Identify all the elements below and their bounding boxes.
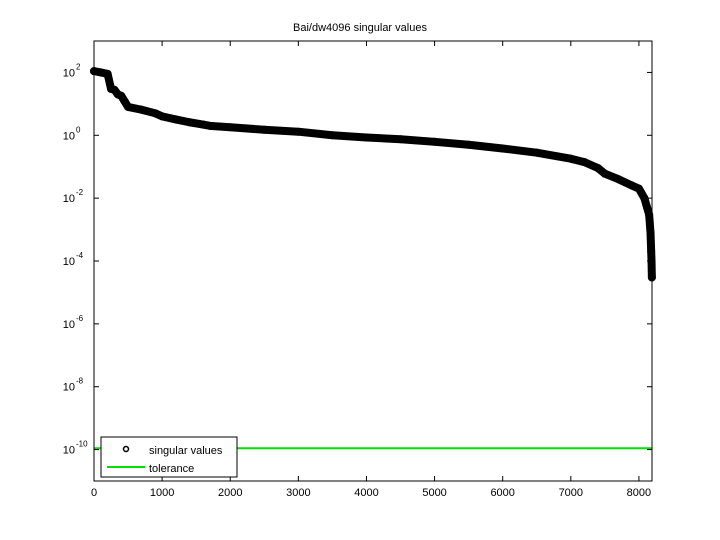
data-point	[464, 140, 473, 149]
y-tick-exponent: -2	[76, 188, 84, 197]
data-point	[124, 102, 133, 111]
x-tick-label: 7000	[559, 487, 583, 499]
data-point	[643, 203, 652, 212]
data-point	[294, 127, 303, 136]
legend-label: singular values	[149, 445, 223, 457]
data-point	[171, 115, 180, 124]
data-point	[137, 105, 146, 114]
y-tick-exponent: -4	[76, 251, 84, 260]
x-tick-label: 6000	[490, 487, 514, 499]
data-point	[646, 228, 655, 237]
y-tick-label: 10	[63, 319, 75, 331]
data-point	[647, 247, 656, 256]
y-tick-exponent: 2	[76, 62, 81, 71]
data-point	[226, 123, 235, 132]
x-tick-label: 3000	[286, 487, 310, 499]
x-tick-label: 0	[91, 487, 97, 499]
data-point	[151, 109, 160, 118]
data-point	[430, 137, 439, 146]
x-tick-label: 8000	[627, 487, 651, 499]
data-point	[594, 164, 603, 173]
y-tick-label: 10	[63, 445, 75, 457]
x-tick-label: 4000	[354, 487, 378, 499]
legend-marker-icon	[122, 445, 130, 453]
data-point	[532, 148, 541, 157]
y-tick-exponent: -6	[76, 314, 84, 323]
data-point	[205, 121, 214, 130]
data-point	[198, 120, 207, 129]
data-point	[117, 91, 126, 100]
x-tick-label: 1000	[150, 487, 174, 499]
x-axis: 0 1000 2000 3000 4000 5000 6000 7000 8000	[91, 41, 651, 499]
y-tick-exponent: -10	[76, 440, 88, 449]
plot-frame	[93, 40, 653, 482]
data-point	[628, 181, 637, 190]
y-tick-label: 10	[63, 382, 75, 394]
x-tick-label: 5000	[422, 487, 446, 499]
data-point	[120, 97, 129, 106]
y-tick-exponent: -8	[76, 377, 84, 386]
data-point	[634, 184, 643, 193]
data-point	[328, 131, 337, 140]
data-point	[396, 135, 405, 144]
data-point	[566, 154, 575, 163]
x-tick-label: 2000	[218, 487, 242, 499]
y-tick-label: 10	[63, 67, 75, 79]
data-point	[600, 169, 609, 178]
legend: singular values tolerance	[100, 436, 238, 478]
legend-box	[100, 436, 238, 478]
data-point	[498, 144, 507, 153]
y-tick-label: 10	[63, 130, 75, 142]
data-point	[260, 125, 269, 134]
y-tick-label: 10	[63, 193, 75, 205]
y-tick-label: 10	[63, 256, 75, 268]
data-point	[614, 175, 623, 184]
data-layer	[90, 67, 656, 450]
y-tick-exponent: 0	[76, 125, 81, 134]
singular-values-trace	[90, 67, 656, 282]
legend-label: tolerance	[149, 463, 194, 475]
data-point	[580, 158, 589, 167]
data-point	[158, 112, 167, 121]
data-point	[185, 118, 194, 127]
data-point	[103, 69, 112, 78]
data-point	[362, 133, 371, 142]
chart-title: Bai/dw4096 singular values	[293, 22, 427, 34]
